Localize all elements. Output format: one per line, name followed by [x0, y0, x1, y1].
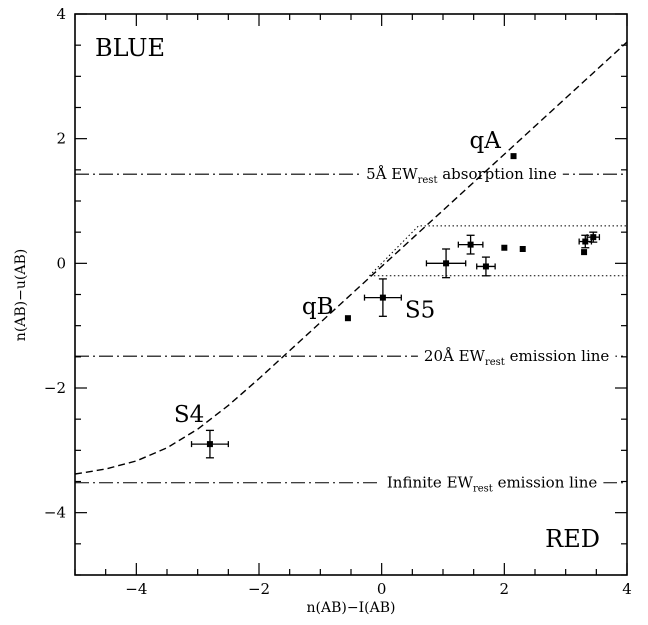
reference-line-label-bg	[417, 346, 616, 370]
point-marker	[443, 260, 450, 267]
point-marker	[379, 294, 386, 301]
axis-ticks	[74, 13, 628, 576]
reference-line-label-bg	[360, 164, 563, 188]
point-label: qB	[302, 294, 334, 320]
reference-lines: 5Å EWrest absorption line 20Å EWrest emis…	[75, 164, 627, 496]
y-tick-label: −2	[44, 379, 66, 397]
error-bar-point	[586, 231, 601, 243]
point-marker	[582, 238, 589, 245]
data-point	[581, 249, 588, 256]
error-bar-point	[476, 256, 496, 277]
point-marker	[344, 315, 351, 322]
point-label: qA	[470, 128, 502, 154]
error-bar-point	[425, 248, 467, 279]
point-marker	[501, 244, 508, 251]
model-curve	[75, 41, 627, 475]
x-axis-title: n(AB)−I(AB)	[307, 600, 396, 616]
error-bar-point: S4	[174, 402, 229, 459]
point-marker	[590, 234, 597, 241]
reference-line-label: Infinite EWrest emission line	[387, 474, 598, 495]
point-marker	[519, 245, 526, 252]
y-tick-label: 0	[56, 254, 66, 272]
reference-line-label-bg	[380, 472, 604, 496]
selection-region-outline	[369, 225, 628, 277]
y-tick-label: 4	[56, 5, 66, 23]
y-tick-label: −4	[44, 504, 66, 522]
data-point	[501, 244, 508, 251]
point-marker	[482, 263, 489, 270]
data-point: qB	[302, 294, 351, 322]
model-curve-line	[75, 41, 627, 475]
point-marker	[581, 249, 588, 256]
data-point	[519, 245, 526, 252]
x-tick-label: 4	[622, 580, 632, 598]
point-label: S5	[405, 298, 435, 324]
point-marker	[510, 153, 517, 160]
data-point: qA	[470, 128, 517, 160]
data-points: S4 S5 qA qB	[174, 128, 601, 459]
x-tick-label: 0	[377, 580, 387, 598]
point-label: S4	[174, 402, 204, 428]
red-region-label: RED	[545, 525, 600, 553]
x-tick-label: −4	[125, 580, 147, 598]
point-marker	[206, 441, 213, 448]
y-tick-label: 2	[56, 130, 66, 148]
point-marker	[467, 241, 474, 248]
error-bar-point	[457, 234, 484, 255]
x-tick-label: −2	[248, 580, 270, 598]
selection-region	[369, 225, 628, 277]
reference-line-label: 5Å EWrest absorption line	[366, 165, 557, 186]
error-bar-point: S5	[363, 278, 435, 324]
reference-line-label: 20Å EWrest emission line	[424, 347, 609, 368]
x-tick-label: 2	[500, 580, 510, 598]
axis-tick-labels: −4 −2 0 2 4 −4 −2 0 2 4	[44, 5, 632, 598]
y-axis-title: n(AB)−u(AB)	[13, 249, 29, 341]
blue-region-label: BLUE	[95, 34, 165, 62]
